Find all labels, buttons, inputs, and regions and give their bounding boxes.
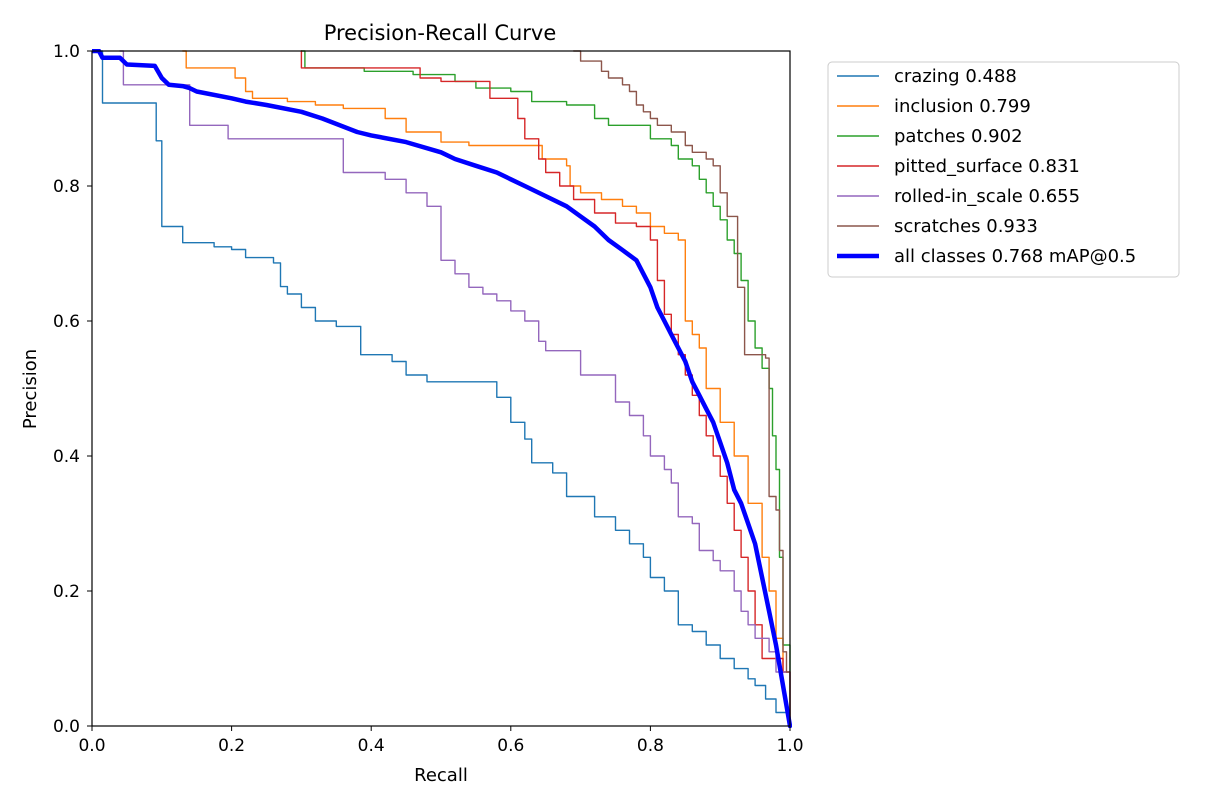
legend-label: patches 0.902 bbox=[894, 126, 1023, 147]
legend-label: pitted_surface 0.831 bbox=[894, 156, 1080, 177]
plot-area bbox=[92, 49, 792, 728]
series-line-6 bbox=[92, 49, 792, 728]
legend: crazing 0.488 inclusion 0.799 patches 0.90… bbox=[827, 61, 1180, 278]
legend-label: rolled-in_scale 0.655 bbox=[894, 186, 1080, 207]
x-tick-label: 0.8 bbox=[637, 736, 664, 756]
y-tick-label: 0.8 bbox=[53, 177, 80, 197]
y-tick-label: 1.0 bbox=[53, 42, 80, 62]
y-tick-label: 0.0 bbox=[53, 717, 80, 737]
x-tick-label: 0.0 bbox=[78, 736, 105, 756]
chart-title: Precision-Recall Curve bbox=[324, 21, 557, 45]
x-axis-ticks: 0.0 0.2 0.4 0.6 0.8 1.0 bbox=[78, 726, 804, 756]
y-axis-ticks: 0.0 0.2 0.4 0.6 0.8 1.0 bbox=[53, 42, 92, 737]
series-line-4 bbox=[119, 50, 791, 727]
legend-label: crazing 0.488 bbox=[894, 66, 1017, 87]
y-tick-label: 0.2 bbox=[53, 582, 80, 602]
x-axis-label: Recall bbox=[414, 765, 468, 786]
legend-label: scratches 0.933 bbox=[894, 216, 1038, 237]
y-axis-label: Precision bbox=[20, 349, 41, 429]
y-tick-label: 0.4 bbox=[53, 447, 80, 467]
legend-box bbox=[827, 61, 1180, 278]
x-tick-label: 0.4 bbox=[358, 736, 385, 756]
y-tick-label: 0.6 bbox=[53, 312, 80, 332]
x-tick-label: 0.6 bbox=[497, 736, 524, 756]
series-line-0 bbox=[92, 50, 791, 727]
legend-label: all classes 0.768 mAP@0.5 bbox=[894, 246, 1136, 267]
series-line-1 bbox=[182, 50, 791, 727]
legend-label: inclusion 0.799 bbox=[894, 96, 1031, 117]
series-line-3 bbox=[300, 50, 791, 727]
plot-frame bbox=[91, 50, 791, 727]
x-tick-label: 0.2 bbox=[218, 736, 245, 756]
x-tick-label: 1.0 bbox=[776, 736, 803, 756]
series-line-5 bbox=[572, 50, 791, 673]
